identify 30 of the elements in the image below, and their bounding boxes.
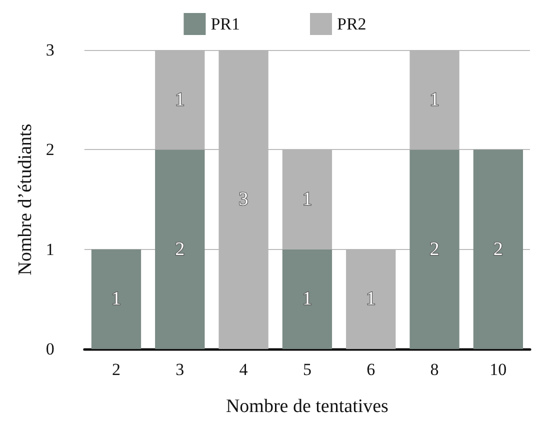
data-label: 2 <box>430 238 440 260</box>
data-label: 1 <box>175 89 185 110</box>
x-axis-title: Nombre de tentatives <box>226 396 388 417</box>
legend-label: PR1 <box>210 14 240 34</box>
bar <box>410 150 460 349</box>
data-label: 2 <box>493 238 503 260</box>
data-label: 1 <box>366 288 376 310</box>
data-label: 2 <box>175 238 185 260</box>
bar <box>473 150 523 349</box>
x-tick-label: 6 <box>366 360 376 379</box>
data-label: 1 <box>111 288 121 310</box>
y-axis-title: Nombre d’étudiants <box>15 124 36 276</box>
data-label: 1 <box>430 89 440 110</box>
data-label: 3 <box>238 189 248 210</box>
data-label: 1 <box>302 288 312 310</box>
x-tick-label: 3 <box>176 360 184 379</box>
x-tick-label: 2 <box>112 360 120 379</box>
y-tick-label: 1 <box>46 240 54 259</box>
y-tick-label: 2 <box>46 140 54 160</box>
x-tick-label: 4 <box>239 360 248 379</box>
bar <box>155 150 205 349</box>
x-tick-label: 8 <box>430 360 439 379</box>
data-label: 1 <box>302 189 312 210</box>
x-tick-label: 10 <box>490 360 507 379</box>
bar <box>282 249 332 349</box>
legend-label: PR2 <box>337 14 366 34</box>
x-tick-label: 5 <box>302 360 312 379</box>
y-tick-label: 0 <box>46 340 54 358</box>
y-tick-label: 3 <box>46 40 54 60</box>
bar <box>91 249 142 349</box>
